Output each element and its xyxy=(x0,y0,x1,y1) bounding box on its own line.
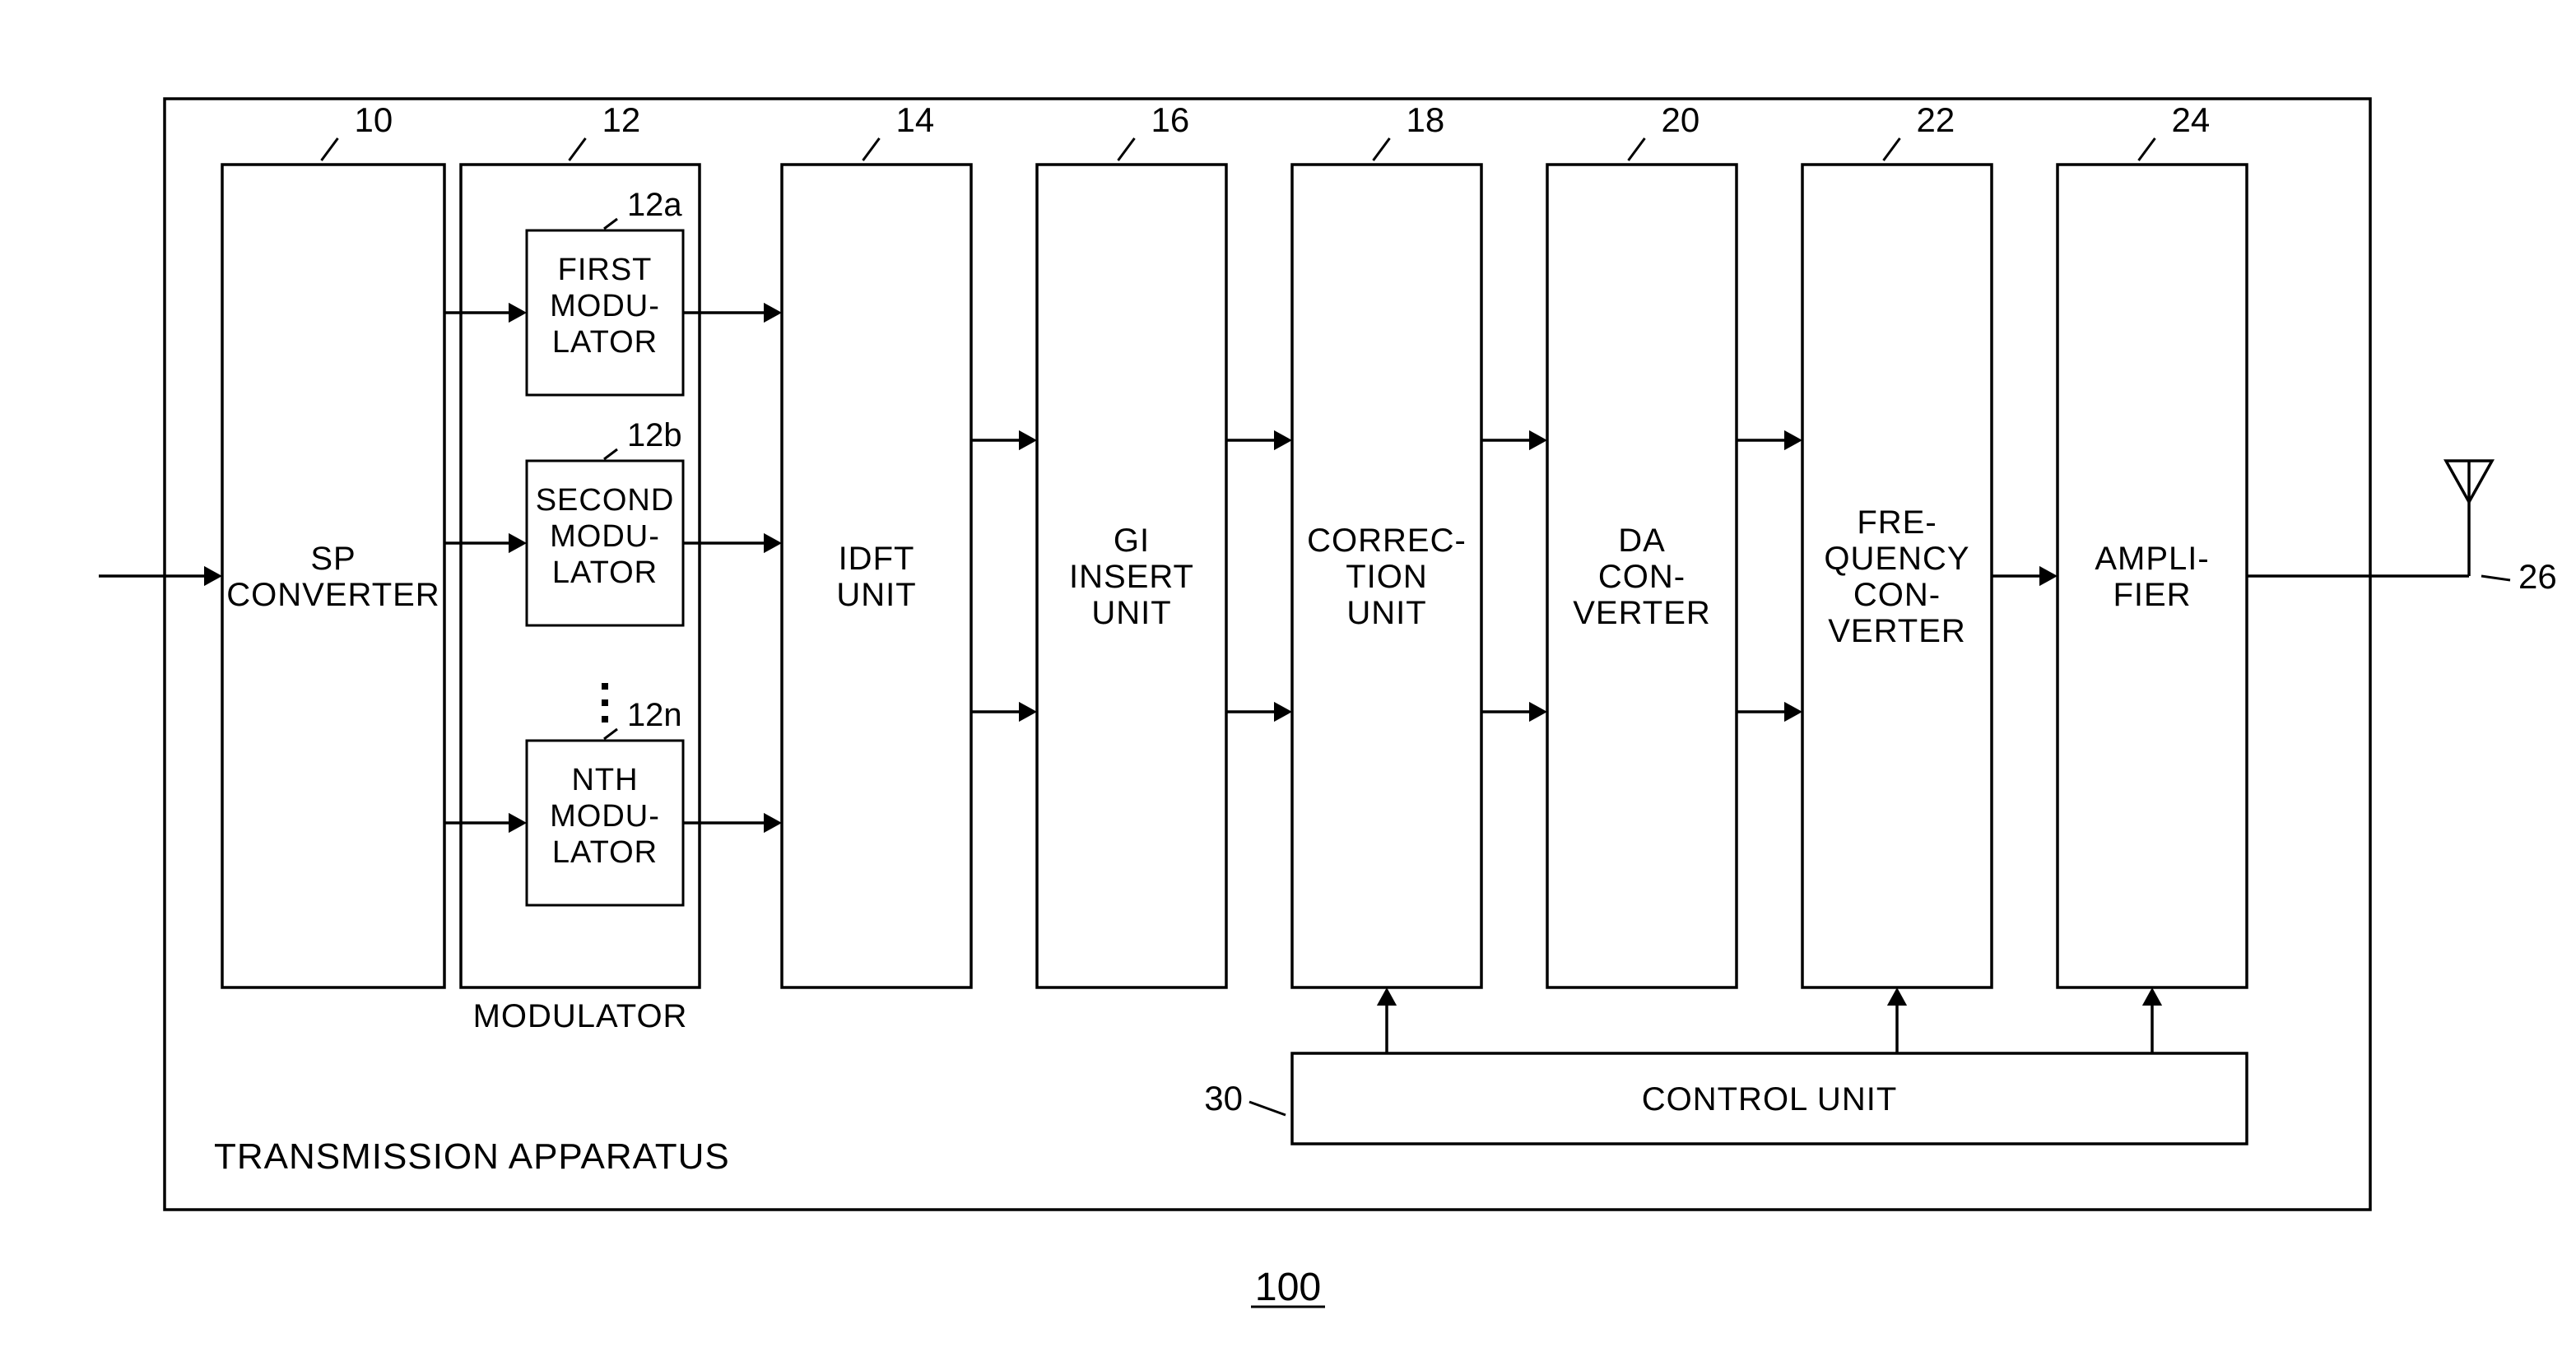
block-10: 10 SPCONVERTER xyxy=(222,100,444,987)
block-12: 1212aFIRSTMODU-LATOR12bSECONDMODU-LATOR1… xyxy=(461,100,700,1034)
svg-text:MODU-: MODU- xyxy=(550,519,660,554)
svg-text:UNIT: UNIT xyxy=(1091,595,1171,631)
ref-30: 30 xyxy=(1204,1079,1243,1117)
svg-text:LATOR: LATOR xyxy=(552,555,658,590)
svg-text:TION: TION xyxy=(1346,559,1428,595)
ref-18: 18 xyxy=(1407,100,1445,139)
svg-text:SP: SP xyxy=(310,541,356,577)
svg-text:LATOR: LATOR xyxy=(552,835,658,870)
svg-text:12n: 12n xyxy=(627,697,682,733)
block-22: 22 FRE-QUENCYCON-VERTER xyxy=(1802,100,1992,987)
svg-text:DA: DA xyxy=(1618,523,1666,559)
svg-text:IDFT: IDFT xyxy=(839,541,915,577)
ref-26: 26 xyxy=(2518,557,2557,596)
ref-24: 24 xyxy=(2172,100,2211,139)
modulator-group-label: MODULATOR xyxy=(473,998,688,1034)
svg-text:MODU-: MODU- xyxy=(550,289,660,323)
svg-text:LATOR: LATOR xyxy=(552,325,658,360)
svg-text:CON-: CON- xyxy=(1598,559,1686,595)
svg-text:SECOND: SECOND xyxy=(536,483,675,518)
svg-text:MODU-: MODU- xyxy=(550,799,660,834)
block-24: 24 AMPLI-FIER xyxy=(2058,100,2247,987)
svg-text:12b: 12b xyxy=(627,417,682,453)
svg-text:CONTROL UNIT: CONTROL UNIT xyxy=(1642,1081,1898,1117)
svg-text:GI: GI xyxy=(1114,523,1150,559)
svg-text:VERTER: VERTER xyxy=(1828,613,1966,649)
svg-text:FRE-: FRE- xyxy=(1857,504,1937,541)
svg-text:UNIT: UNIT xyxy=(1346,595,1426,631)
svg-text:INSERT: INSERT xyxy=(1069,559,1194,595)
svg-text:VERTER: VERTER xyxy=(1573,595,1711,631)
figure-number: 100 xyxy=(1255,1265,1322,1309)
svg-text:FIRST: FIRST xyxy=(558,253,653,287)
svg-text:UNIT: UNIT xyxy=(836,577,916,613)
ref-16: 16 xyxy=(1151,100,1190,139)
apparatus-title: TRANSMISSION APPARATUS xyxy=(214,1136,730,1177)
ref-12: 12 xyxy=(602,100,641,139)
ref-14: 14 xyxy=(896,100,935,139)
block-14: 14 IDFTUNIT xyxy=(782,100,971,987)
svg-text:CON-: CON- xyxy=(1853,577,1941,613)
block-18: 18 CORREC-TIONUNIT xyxy=(1292,100,1481,987)
ref-22: 22 xyxy=(1917,100,1955,139)
svg-text:QUENCY: QUENCY xyxy=(1824,541,1969,577)
ref-10: 10 xyxy=(355,100,393,139)
svg-text:12a: 12a xyxy=(627,187,682,223)
svg-text:FIER: FIER xyxy=(2113,577,2191,613)
block-16: 16 GIINSERTUNIT xyxy=(1037,100,1226,987)
svg-text:CONVERTER: CONVERTER xyxy=(226,577,439,613)
ref-20: 20 xyxy=(1662,100,1700,139)
block-20: 20 DACON-VERTER xyxy=(1547,100,1737,987)
svg-text:AMPLI-: AMPLI- xyxy=(2095,541,2209,577)
svg-text:CORREC-: CORREC- xyxy=(1307,523,1467,559)
svg-text:NTH: NTH xyxy=(571,763,638,797)
